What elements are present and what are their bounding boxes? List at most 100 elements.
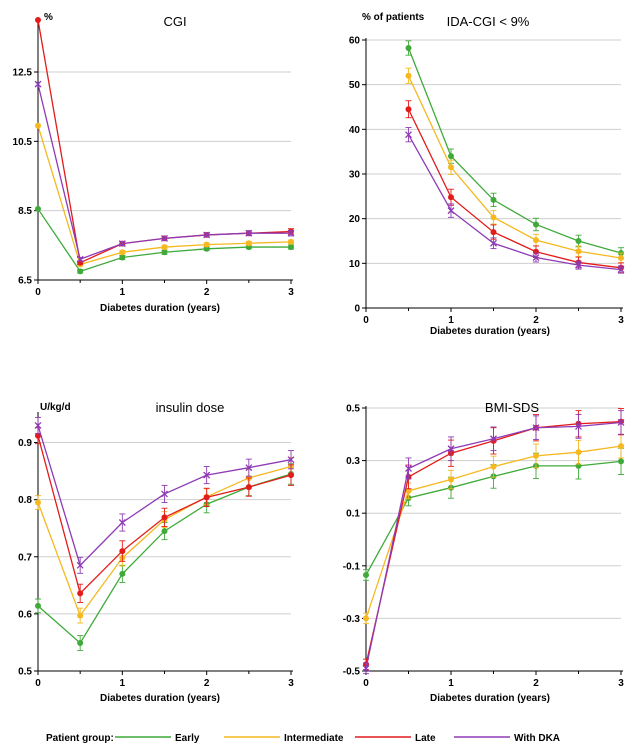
data-point xyxy=(363,572,369,578)
figure: 6.58.510.512.50 1 2 3Diabetes duration (yea… xyxy=(0,0,643,753)
series-line xyxy=(38,84,291,259)
data-point xyxy=(576,248,582,254)
y-tick-label: 0.9 xyxy=(18,438,32,449)
data-point xyxy=(406,45,412,51)
data-point xyxy=(533,237,539,243)
data-point xyxy=(162,244,168,250)
data-point xyxy=(491,214,497,220)
legend-item-intermediate: Intermediate xyxy=(224,733,344,744)
data-point xyxy=(406,73,412,79)
data-point xyxy=(204,242,210,248)
series-line xyxy=(409,76,622,258)
data-point xyxy=(576,449,582,455)
legend-label: Intermediate xyxy=(284,733,344,744)
y-tick-label: 10.5 xyxy=(13,137,33,148)
data-point xyxy=(533,453,539,459)
series-late xyxy=(35,428,294,603)
legend: Patient group: Early Intermediate Late With … xyxy=(46,733,560,744)
series-intermediate xyxy=(35,123,294,268)
x-tick-label: 3 xyxy=(618,315,624,326)
series-early xyxy=(406,41,625,259)
legend-item-with-dka: With DKA xyxy=(454,733,560,744)
data-point xyxy=(77,268,83,274)
y-tick-label: -0.1 xyxy=(343,561,361,572)
data-point xyxy=(162,514,168,520)
y-tick-label: 0.5 xyxy=(346,404,360,415)
x-tick-label: 2 xyxy=(533,678,539,689)
y-tick-label: 20 xyxy=(349,214,361,225)
legend-label: Late xyxy=(415,733,436,744)
data-point xyxy=(119,548,125,554)
series-line xyxy=(409,48,622,253)
data-point xyxy=(119,254,125,260)
y-tick-label: -0.5 xyxy=(343,667,361,678)
y-tick-label: -0.3 xyxy=(343,614,361,625)
series-with-dka xyxy=(406,128,625,274)
data-point xyxy=(448,164,454,170)
data-point xyxy=(363,615,369,621)
y-tick-label: 0.5 xyxy=(18,667,32,678)
panel-title: BMI-SDS xyxy=(485,400,540,415)
y-tick-label: 0.3 xyxy=(346,456,360,467)
x-tick-label: 0 xyxy=(363,678,369,689)
data-point xyxy=(288,472,294,478)
y-tick-label: 6.5 xyxy=(18,276,32,287)
x-tick-label: 2 xyxy=(204,287,210,298)
legend-label: Early xyxy=(175,733,200,744)
data-point xyxy=(491,197,497,203)
legend-item-early: Early xyxy=(115,733,200,744)
series-line xyxy=(409,135,622,270)
data-point xyxy=(288,244,294,250)
y-tick-label: 0.6 xyxy=(18,609,32,620)
x-tick-label: 0 xyxy=(35,287,41,298)
data-point xyxy=(162,249,168,255)
y-tick-label: 0.1 xyxy=(346,509,360,520)
data-point xyxy=(77,640,83,646)
y-tick-label: 0 xyxy=(354,304,360,315)
data-point xyxy=(533,221,539,227)
data-point xyxy=(204,494,210,500)
x-tick-label: 3 xyxy=(288,678,294,689)
legend-title: Patient group: xyxy=(46,733,114,744)
data-point xyxy=(491,229,497,235)
panel-title: IDA-CGI < 9% xyxy=(447,14,530,29)
x-tick-label: 1 xyxy=(448,315,454,326)
y-tick-label: 12.5 xyxy=(13,68,33,79)
data-point xyxy=(162,528,168,534)
x-tick-label: 2 xyxy=(204,678,210,689)
data-point xyxy=(77,590,83,596)
data-point xyxy=(448,477,454,483)
data-point xyxy=(576,238,582,244)
data-point xyxy=(119,249,125,255)
chart-panel-4: -0.5 -0.3 -0.1 0.1 0.3 0.5 0 1 2 3 Diabetes durati… xyxy=(343,400,624,704)
data-point xyxy=(618,443,624,449)
series-intermediate xyxy=(406,68,625,263)
y-tick-label: 8.5 xyxy=(18,206,32,217)
y-tick-label: 0.7 xyxy=(18,552,32,563)
data-point xyxy=(35,123,41,129)
series-with-dka xyxy=(363,411,624,674)
y-tick-label: 30 xyxy=(349,170,361,181)
panel-title: CGI xyxy=(163,14,186,29)
y-tick-label: 50 xyxy=(349,80,361,91)
chart-panel-3: 0.50.60.70.80.90 1 2 3Diabetes duration (ye… xyxy=(18,400,294,704)
y-axis-unit-label: % xyxy=(44,12,53,23)
data-point xyxy=(618,458,624,464)
y-tick-label: 0.8 xyxy=(18,495,32,506)
data-point xyxy=(448,153,454,159)
x-tick-label: 1 xyxy=(120,678,126,689)
legend-label: With DKA xyxy=(514,733,560,744)
data-point xyxy=(35,206,41,212)
panel-title: insulin dose xyxy=(156,400,225,415)
series-with-dka xyxy=(35,417,294,573)
data-point xyxy=(77,613,83,619)
y-axis-unit-label: % of patients xyxy=(362,12,425,23)
data-point xyxy=(406,106,412,112)
x-tick-label: 3 xyxy=(288,287,294,298)
series-intermediate xyxy=(363,434,624,623)
legend-item-late: Late xyxy=(355,733,436,744)
data-point xyxy=(35,17,41,23)
y-tick-label: 10 xyxy=(349,259,361,270)
data-point xyxy=(246,484,252,490)
data-point xyxy=(618,255,624,261)
